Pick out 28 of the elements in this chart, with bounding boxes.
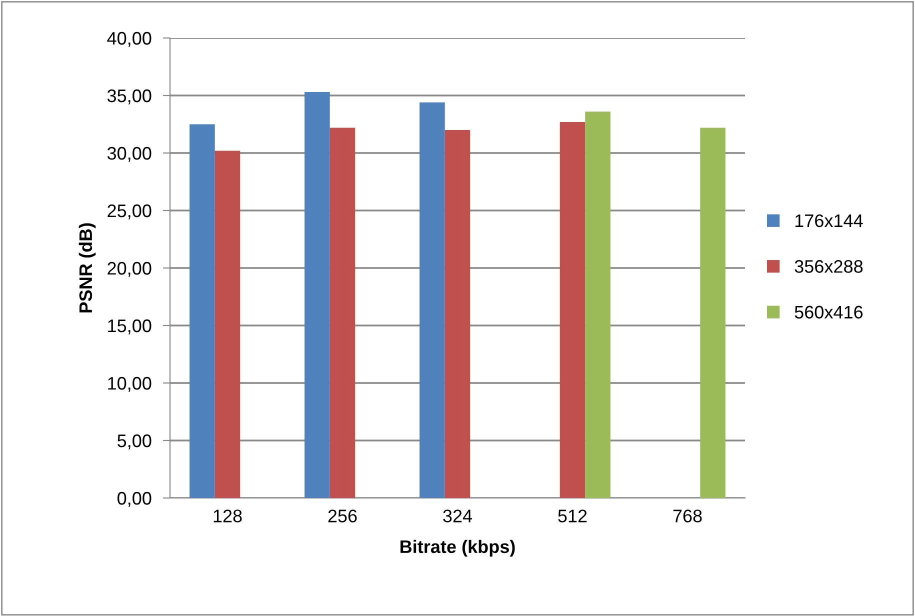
y-tick-label: 20,00 [108, 262, 152, 277]
bar [420, 102, 445, 498]
y-tick-label: 25,00 [108, 204, 152, 220]
legend-label: 560x416 [794, 306, 863, 319]
bar [444, 130, 470, 498]
x-tick-label: 324 [443, 510, 472, 522]
x-tick-label: 768 [673, 510, 702, 522]
x-tick-label: 512 [558, 510, 587, 522]
legend-label: 356x288 [794, 260, 863, 273]
y-tick-label: 5,00 [118, 434, 152, 450]
y-tick-label: 0,00 [118, 492, 152, 507]
bar [585, 112, 610, 498]
y-axis-title: PSNR (dB) [78, 223, 96, 312]
legend-label: 176x144 [795, 214, 863, 228]
y-tick-label: 40,00 [107, 32, 152, 47]
y-tick-label: 35,00 [107, 89, 152, 104]
bar [304, 92, 330, 498]
bar [214, 150, 240, 498]
y-tick-label: 30,00 [107, 146, 152, 162]
bar [330, 128, 356, 498]
bar [700, 128, 726, 498]
x-tick-label: 256 [328, 510, 357, 522]
x-tick-label: 128 [214, 510, 242, 522]
y-tick-label: 15,00 [108, 319, 152, 334]
bar [560, 122, 586, 498]
y-tick-label: 10,00 [108, 376, 152, 392]
bar [190, 124, 215, 498]
x-axis-title: Bitrate (kbps) [400, 540, 515, 557]
